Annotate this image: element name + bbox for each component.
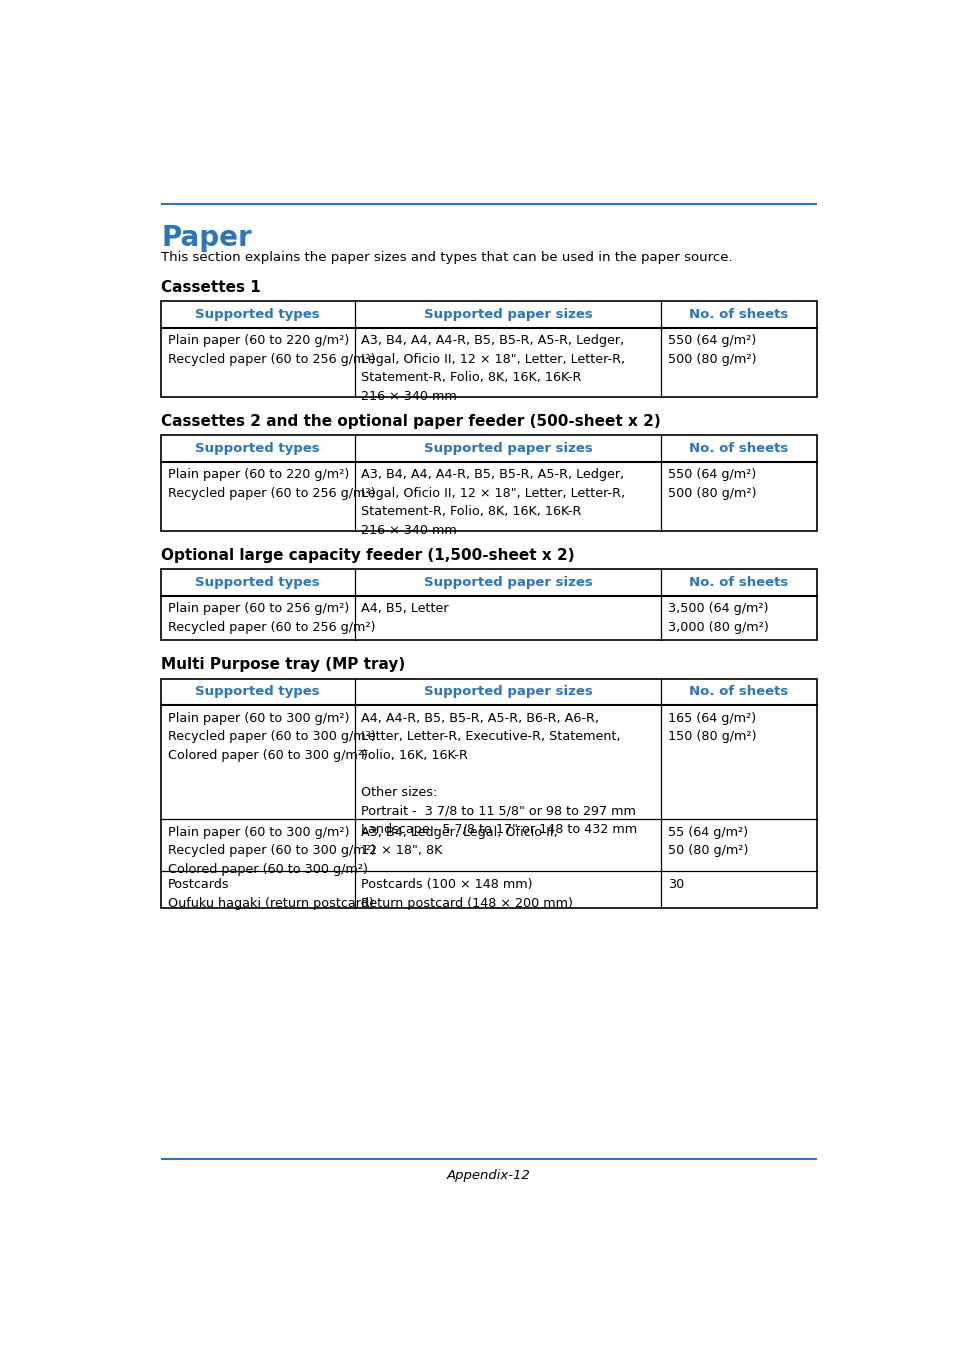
- Bar: [161, 301, 816, 397]
- Text: Supported paper sizes: Supported paper sizes: [423, 441, 592, 455]
- Text: A4, A4-R, B5, B5-R, A5-R, B6-R, A6-R,
Letter, Letter-R, Executive-R, Statement,
: A4, A4-R, B5, B5-R, A5-R, B6-R, A6-R, Le…: [361, 711, 637, 836]
- Text: 30: 30: [668, 878, 684, 891]
- Text: No. of sheets: No. of sheets: [689, 686, 788, 698]
- Text: 3,500 (64 g/m²)
3,000 (80 g/m²): 3,500 (64 g/m²) 3,000 (80 g/m²): [668, 602, 768, 634]
- Text: Supported paper sizes: Supported paper sizes: [423, 686, 592, 698]
- Text: No. of sheets: No. of sheets: [689, 576, 788, 589]
- Text: 55 (64 g/m²)
50 (80 g/m²): 55 (64 g/m²) 50 (80 g/m²): [668, 826, 748, 857]
- Text: Appendix-12: Appendix-12: [447, 1169, 530, 1183]
- Text: 550 (64 g/m²)
500 (80 g/m²): 550 (64 g/m²) 500 (80 g/m²): [668, 335, 756, 366]
- Text: Plain paper (60 to 220 g/m²)
Recycled paper (60 to 256 g/m²): Plain paper (60 to 220 g/m²) Recycled pa…: [168, 335, 375, 366]
- Text: Plain paper (60 to 300 g/m²)
Recycled paper (60 to 300 g/m²)
Colored paper (60 t: Plain paper (60 to 300 g/m²) Recycled pa…: [168, 711, 375, 761]
- Text: 165 (64 g/m²)
150 (80 g/m²): 165 (64 g/m²) 150 (80 g/m²): [668, 711, 756, 744]
- Text: This section explains the paper sizes and types that can be used in the paper so: This section explains the paper sizes an…: [161, 251, 732, 265]
- Text: Multi Purpose tray (MP tray): Multi Purpose tray (MP tray): [161, 657, 405, 672]
- Text: Paper: Paper: [161, 224, 252, 251]
- Text: Supported paper sizes: Supported paper sizes: [423, 576, 592, 589]
- Text: Optional large capacity feeder (1,500-sheet x 2): Optional large capacity feeder (1,500-sh…: [161, 548, 574, 563]
- Text: Postcards
Oufuku hagaki (return postcard): Postcards Oufuku hagaki (return postcard…: [168, 878, 374, 910]
- Text: A3, B4, A4, A4-R, B5, B5-R, A5-R, Ledger,
Legal, Oficio II, 12 × 18", Letter, Le: A3, B4, A4, A4-R, B5, B5-R, A5-R, Ledger…: [361, 335, 625, 404]
- Text: Plain paper (60 to 256 g/m²)
Recycled paper (60 to 256 g/m²): Plain paper (60 to 256 g/m²) Recycled pa…: [168, 602, 375, 634]
- Text: Supported types: Supported types: [195, 441, 320, 455]
- Bar: [161, 570, 816, 640]
- Text: A3, B4, A4, A4-R, B5, B5-R, A5-R, Ledger,
Legal, Oficio II, 12 × 18", Letter, Le: A3, B4, A4, A4-R, B5, B5-R, A5-R, Ledger…: [361, 468, 625, 537]
- Text: Cassettes 2 and the optional paper feeder (500-sheet x 2): Cassettes 2 and the optional paper feede…: [161, 414, 660, 429]
- Text: Supported types: Supported types: [195, 576, 320, 589]
- Text: Supported types: Supported types: [195, 686, 320, 698]
- Text: A4, B5, Letter: A4, B5, Letter: [361, 602, 449, 616]
- Text: No. of sheets: No. of sheets: [689, 441, 788, 455]
- Text: No. of sheets: No. of sheets: [689, 308, 788, 321]
- Text: A3, B4, Ledger, Legal, Oficio II,
12 × 18", 8K: A3, B4, Ledger, Legal, Oficio II, 12 × 1…: [361, 826, 558, 857]
- Text: Cassettes 1: Cassettes 1: [161, 279, 260, 294]
- Text: Supported paper sizes: Supported paper sizes: [423, 308, 592, 321]
- Text: Plain paper (60 to 220 g/m²)
Recycled paper (60 to 256 g/m²): Plain paper (60 to 220 g/m²) Recycled pa…: [168, 468, 375, 500]
- Text: Postcards (100 × 148 mm)
Return postcard (148 × 200 mm): Postcards (100 × 148 mm) Return postcard…: [361, 878, 573, 910]
- Bar: [161, 679, 816, 909]
- Text: 550 (64 g/m²)
500 (80 g/m²): 550 (64 g/m²) 500 (80 g/m²): [668, 468, 756, 500]
- Text: Plain paper (60 to 300 g/m²)
Recycled paper (60 to 300 g/m²)
Colored paper (60 t: Plain paper (60 to 300 g/m²) Recycled pa…: [168, 826, 375, 876]
- Bar: [161, 435, 816, 531]
- Text: Supported types: Supported types: [195, 308, 320, 321]
